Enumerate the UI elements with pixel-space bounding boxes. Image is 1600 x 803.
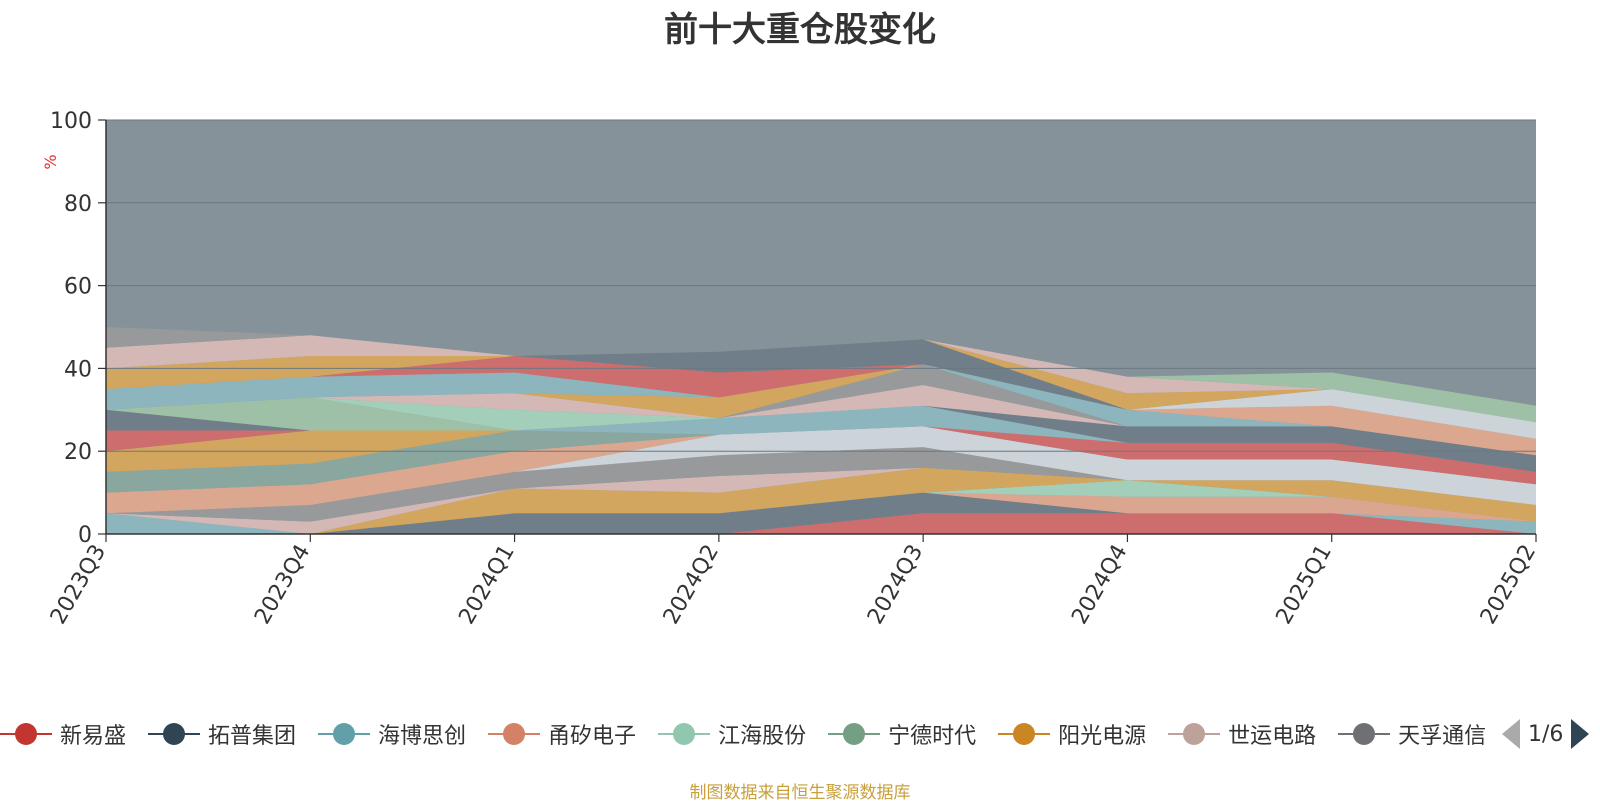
legend-item[interactable]: 甬矽电子 [488,712,636,756]
area-series-8 [106,467,1536,534]
area-series-2 [106,492,1536,534]
legend-label: 江海股份 [718,724,807,749]
chart-title: 前十大重仓股变化 [664,10,936,50]
legend-item[interactable]: 海博思创 [318,712,466,756]
legend-item[interactable]: 江海股份 [658,712,806,756]
area-series-28 [106,335,1536,423]
area-series-1 [106,513,1536,534]
area-series-30 [106,327,1536,423]
legend-label: 阳光电源 [1058,724,1147,749]
x-tick-label-2025Q2: 2025Q2 [1476,541,1541,629]
area-series-21 [106,364,1536,456]
area-series-27 [106,339,1536,423]
legend-prev-arrow-icon[interactable] [1502,719,1520,749]
legend-marker-icon [318,723,371,745]
y-tick-label-40: 40 [64,357,92,382]
x-tick-label-2024Q3: 2024Q3 [863,541,928,629]
x-tick-label-2024Q4: 2024Q4 [1067,541,1132,629]
legend-item[interactable]: 拓普集团 [148,712,296,756]
area-series-17 [106,397,1536,456]
y-tick-label-60: 60 [64,275,92,300]
area-series-18 [106,397,1536,456]
x-tick-label-2024Q1: 2024Q1 [454,541,519,629]
x-tick-label-2025Q1: 2025Q1 [1272,541,1337,629]
legend-marker-icon [0,723,52,745]
legend-marker-icon [488,723,541,745]
source-note: 制图数据来自恒生聚源数据库 [689,783,911,803]
area-series-5 [106,480,1536,534]
legend-label: 新易盛 [60,724,127,749]
y-axis-unit-label: % [41,154,60,169]
area-series-3 [106,492,1536,534]
legend-item[interactable]: 宁德时代 [828,712,976,756]
y-tick-label-0: 0 [78,523,92,548]
legend-marker-icon [658,723,711,745]
legend-item[interactable]: 新易盛 [0,712,126,756]
legend-label: 世运电路 [1228,724,1317,749]
y-tick-label-100: 100 [50,109,92,134]
area-series-9 [106,447,1536,522]
area-series-10 [106,426,1536,514]
legend-marker-icon [148,723,201,745]
legend: 新易盛 拓普集团 海博思创 甬矽电子 江海股份 宁德时代 阳光电源 世运电路 天孚通信 [0,712,1492,756]
legend-item[interactable]: 阳光电源 [998,712,1146,756]
legend-item[interactable]: 世运电路 [1168,712,1316,756]
x-tick-label-2024Q2: 2024Q2 [659,541,724,629]
area-series-11 [106,426,1536,514]
area-series-22 [106,364,1536,456]
legend-items: 新易盛 拓普集团 海博思创 甬矽电子 江海股份 宁德时代 阳光电源 世运电路 天孚通信 [0,712,1492,756]
y-tick-label-20: 20 [64,440,92,465]
area-series-12 [106,426,1536,493]
legend-marker-icon [998,723,1051,745]
legend-label: 宁德时代 [888,724,977,749]
legend-marker-icon [828,723,881,745]
y-tick-label-80: 80 [64,192,92,217]
x-tick-label-2023Q3: 2023Q3 [46,541,111,629]
legend-marker-icon [1168,723,1221,745]
area-series-15 [106,405,1536,472]
legend-pager: 1/6 [1502,716,1590,752]
legend-item[interactable]: 天孚通信 [1338,712,1486,756]
legend-next-arrow-icon[interactable] [1571,719,1590,749]
area-series-7 [106,467,1536,534]
legend-label: 海博思创 [378,724,467,749]
legend-marker-icon [1338,723,1391,745]
legend-label: 天孚通信 [1398,724,1487,749]
area-series-4 [106,492,1536,534]
area-series-16 [106,405,1536,472]
area-series-19 [106,385,1536,456]
legend-label: 甬矽电子 [548,724,637,749]
x-tick-label-2023Q4: 2023Q4 [250,541,315,629]
area-series-29 [106,327,1536,423]
area-series-24 [106,339,1536,456]
area-series-23 [106,356,1536,456]
area-series-14 [106,426,1536,485]
legend-label: 拓普集团 [208,724,297,749]
legend-page-indicator: 1/6 [1528,721,1564,747]
